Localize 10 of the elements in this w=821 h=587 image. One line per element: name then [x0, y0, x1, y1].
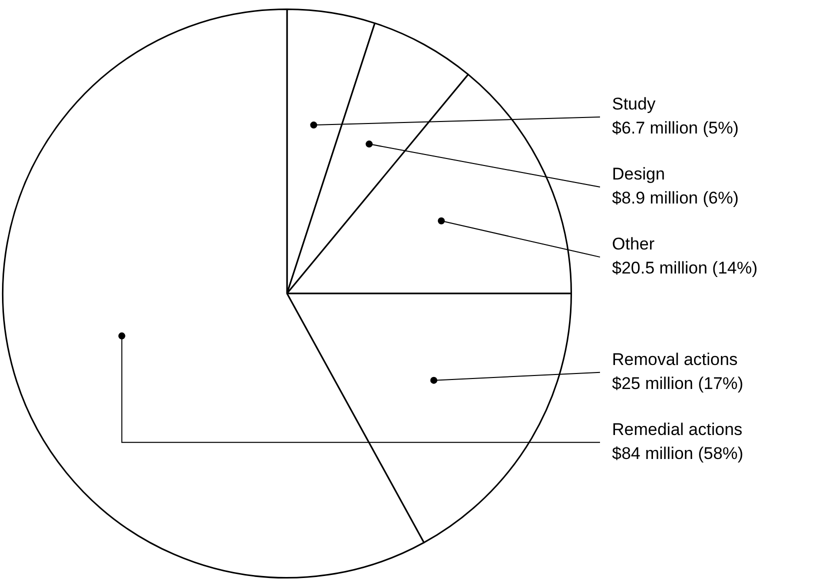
slice-label: Removal actions [612, 350, 738, 370]
slice-label: Other [612, 234, 655, 254]
data-label: $8.9 million (6%) [612, 188, 739, 208]
data-label: $20.5 million (14%) [612, 258, 758, 278]
data-label: $25 million (17%) [612, 374, 744, 394]
slice-label: Remedial actions [612, 420, 742, 440]
slice-label: Design [612, 164, 665, 184]
slice-label: Study [612, 94, 656, 114]
data-label: $84 million (58%) [612, 444, 744, 464]
data-label: $6.7 million (5%) [612, 118, 739, 138]
